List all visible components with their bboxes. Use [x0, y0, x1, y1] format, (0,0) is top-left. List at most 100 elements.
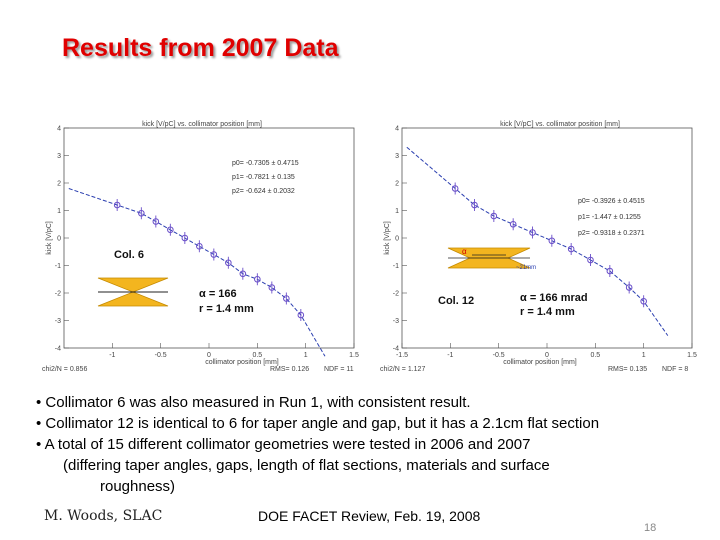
page-number: 18 — [644, 522, 657, 534]
x-tick-label: 1 — [642, 352, 646, 359]
fit-param-p1: p1= -1.447 ± 0.1255 — [578, 214, 641, 221]
rms-label: RMS= 0.135 — [608, 366, 647, 373]
data-point — [451, 185, 459, 192]
y-tick-label: -2 — [55, 291, 61, 298]
x-axis-label: collimator position [mm] — [205, 359, 279, 366]
y-axis-label: kick [V/pC] — [384, 221, 391, 255]
x-tick-label: -1 — [109, 352, 115, 359]
data-point — [167, 226, 174, 234]
x-axis-label: collimator position [mm] — [503, 359, 577, 366]
chi2-label: chi2/N = 1.127 — [380, 366, 425, 373]
fit-param-p2: p2= -0.9318 ± 0.2371 — [578, 230, 645, 237]
y-tick-label: 3 — [395, 153, 399, 160]
param-alpha: α = 166 mrad — [520, 292, 588, 304]
upper-jaw — [97, 277, 169, 293]
plot-collimator-6: 4 3 2 1 0 -1 -2 -3 -4 -1 -0.5 0 0.5 1 1.5 kick [V/pC]… — [42, 118, 382, 373]
y-tick-label: -3 — [393, 318, 399, 325]
plot-collimator-12: 4 3 2 1 0 -1 -2 -3 -4 -1.5 -1 -0.5 0 0.5 1 1.5 kick [V… — [380, 118, 720, 373]
data-point — [196, 242, 203, 250]
upper-jaw — [447, 247, 531, 259]
data-point — [210, 251, 218, 258]
taper-angle-symbol: α — [462, 247, 467, 256]
y-tick-group: 4 3 2 1 0 -1 -2 -3 -4 — [55, 126, 69, 353]
fit-param-p1: p1= -0.7821 ± 0.135 — [232, 174, 295, 181]
y-tick-label: -2 — [393, 291, 399, 298]
data-point — [138, 209, 145, 217]
y-tick-group: 4 3 2 1 0 -1 -2 -3 -4 — [393, 126, 407, 353]
chart-title: kick [V/pC] vs. collimator position [mm] — [500, 121, 620, 128]
chart-col6: 4 3 2 1 0 -1 -2 -3 -4 -1 -0.5 0 0.5 1 1.5 kick [V/pC]… — [42, 121, 359, 373]
y-tick-label: 1 — [57, 208, 61, 215]
y-tick-label: -3 — [55, 318, 61, 325]
collimator-label: Col. 6 — [114, 249, 144, 261]
y-tick-label: 4 — [57, 126, 61, 133]
data-point — [548, 237, 556, 245]
y-tick-label: 4 — [395, 126, 399, 133]
x-tick-group: -1 -0.5 0 0.5 1 1.5 — [109, 343, 359, 359]
data-point — [587, 256, 594, 264]
y-tick-label: -4 — [55, 346, 61, 353]
lower-jaw — [97, 291, 169, 307]
data-point — [268, 284, 276, 291]
data-point — [239, 270, 247, 278]
data-point — [640, 297, 647, 305]
chart-col12: 4 3 2 1 0 -1 -2 -3 -4 -1.5 -1 -0.5 0 0.5 1 1.5 kick [V… — [380, 121, 697, 373]
y-tick-label: 0 — [395, 236, 399, 243]
data-points — [451, 182, 647, 308]
plot-frame — [63, 127, 355, 349]
bullet-item: • Collimator 6 was also measured in Run … — [36, 394, 471, 411]
ndf-label: NDF = 8 — [662, 366, 688, 373]
y-tick-label: -1 — [393, 263, 399, 270]
data-point — [509, 220, 517, 228]
data-point — [471, 201, 478, 209]
data-point — [152, 218, 160, 225]
data-point — [490, 212, 498, 220]
data-point — [181, 234, 189, 242]
fit-param-p2: p2= -0.624 ± 0.2032 — [232, 188, 295, 195]
slide-title: Results from 2007 Data — [62, 34, 339, 62]
collimator-label: Col. 12 — [438, 295, 474, 307]
footer-author: M. Woods, SLAC — [44, 508, 163, 524]
param-radius: r = 1.4 mm — [199, 303, 254, 315]
y-axis-label: kick [V/pC] — [46, 221, 53, 255]
rms-label: RMS= 0.126 — [270, 366, 309, 373]
x-tick-label: 0.5 — [252, 352, 262, 359]
y-tick-label: -1 — [55, 263, 61, 270]
x-tick-label: 0.5 — [590, 352, 600, 359]
chi2-label: chi2/N = 0.856 — [42, 366, 87, 373]
x-tick-label: 0 — [545, 352, 549, 359]
param-radius: r = 1.4 mm — [520, 306, 575, 318]
x-tick-label: -1.5 — [396, 352, 408, 359]
bullet-list: • Collimator 6 was also measured in Run … — [36, 392, 720, 497]
fit-curve — [68, 188, 326, 357]
x-tick-group: -1.5 -1 -0.5 0 0.5 1 1.5 — [396, 343, 697, 359]
y-tick-label: 2 — [395, 181, 399, 188]
data-point — [113, 201, 121, 209]
x-tick-label: 1 — [304, 352, 308, 359]
data-points — [113, 199, 305, 321]
bullet-item: • Collimator 12 is identical to 6 for ta… — [36, 415, 600, 432]
x-tick-label: 1.5 — [687, 352, 697, 359]
data-point — [529, 229, 536, 236]
collimator-taper-diagram: α ~21mm — [447, 247, 536, 271]
collimator-taper-diagram — [97, 277, 169, 307]
chart-title: kick [V/pC] vs. collimator position [mm] — [142, 121, 262, 128]
x-tick-label: 1.5 — [349, 352, 359, 359]
data-point — [606, 267, 614, 275]
fit-param-p0: p0= -0.3926 ± 0.4515 — [578, 198, 645, 205]
y-tick-label: -4 — [393, 346, 399, 353]
data-point — [567, 245, 575, 253]
bullet-item: • A total of 15 different collimator geo… — [36, 436, 531, 453]
param-alpha: α = 166 — [199, 288, 237, 300]
y-tick-label: 0 — [57, 236, 61, 243]
x-tick-label: 0 — [207, 352, 211, 359]
bullet-continuation: (differing taper angles, gaps, length of… — [63, 457, 550, 474]
footer-event: DOE FACET Review, Feb. 19, 2008 — [258, 508, 481, 524]
ndf-label: NDF = 11 — [324, 366, 354, 373]
data-point — [254, 275, 261, 283]
data-point — [283, 295, 290, 302]
bullet-continuation: roughness) — [100, 478, 176, 495]
data-point — [297, 311, 305, 319]
data-point — [625, 284, 633, 291]
y-tick-label: 3 — [57, 153, 61, 160]
